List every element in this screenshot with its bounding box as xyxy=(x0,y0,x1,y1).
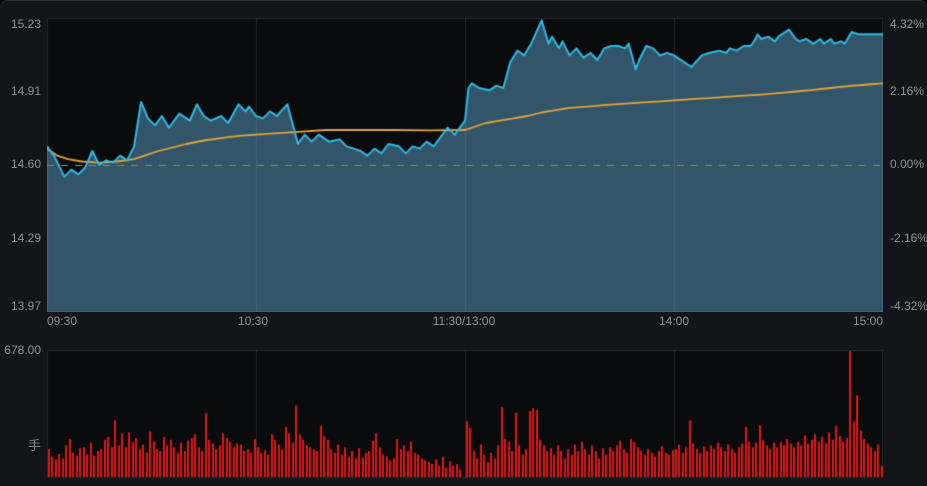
volume-unit-label: 手 xyxy=(27,438,41,453)
price-axis-label-prev-close: 14.60 xyxy=(10,157,41,171)
volume-axis-max-label: 678.00 xyxy=(4,343,41,357)
price-axis-label-low: 13.97 xyxy=(10,299,41,313)
time-axis-label-0930: 09:30 xyxy=(47,314,78,328)
price-chart-canvas[interactable] xyxy=(47,18,883,312)
percent-axis-label-low: -4.32% xyxy=(890,299,927,313)
price-axis-label-lower: 14.29 xyxy=(10,231,41,245)
percent-axis-label-high: 4.32% xyxy=(890,17,925,31)
time-axis-label-1130-1300: 11:30/13:00 xyxy=(432,314,496,328)
percent-axis-label-lower: -2.16% xyxy=(890,231,927,245)
percent-axis-label-zero: 0.00% xyxy=(890,157,925,171)
time-axis-label-1400: 14:00 xyxy=(658,314,690,328)
time-axis-label-1500: 15:00 xyxy=(852,314,883,328)
percent-axis-label-upper: 2.16% xyxy=(890,84,925,98)
time-axis-label-1030: 10:30 xyxy=(237,314,269,328)
price-axis-label-upper: 14.91 xyxy=(10,84,41,98)
price-axis-label-high: 15.23 xyxy=(10,17,41,31)
volume-chart-canvas[interactable] xyxy=(47,350,883,478)
